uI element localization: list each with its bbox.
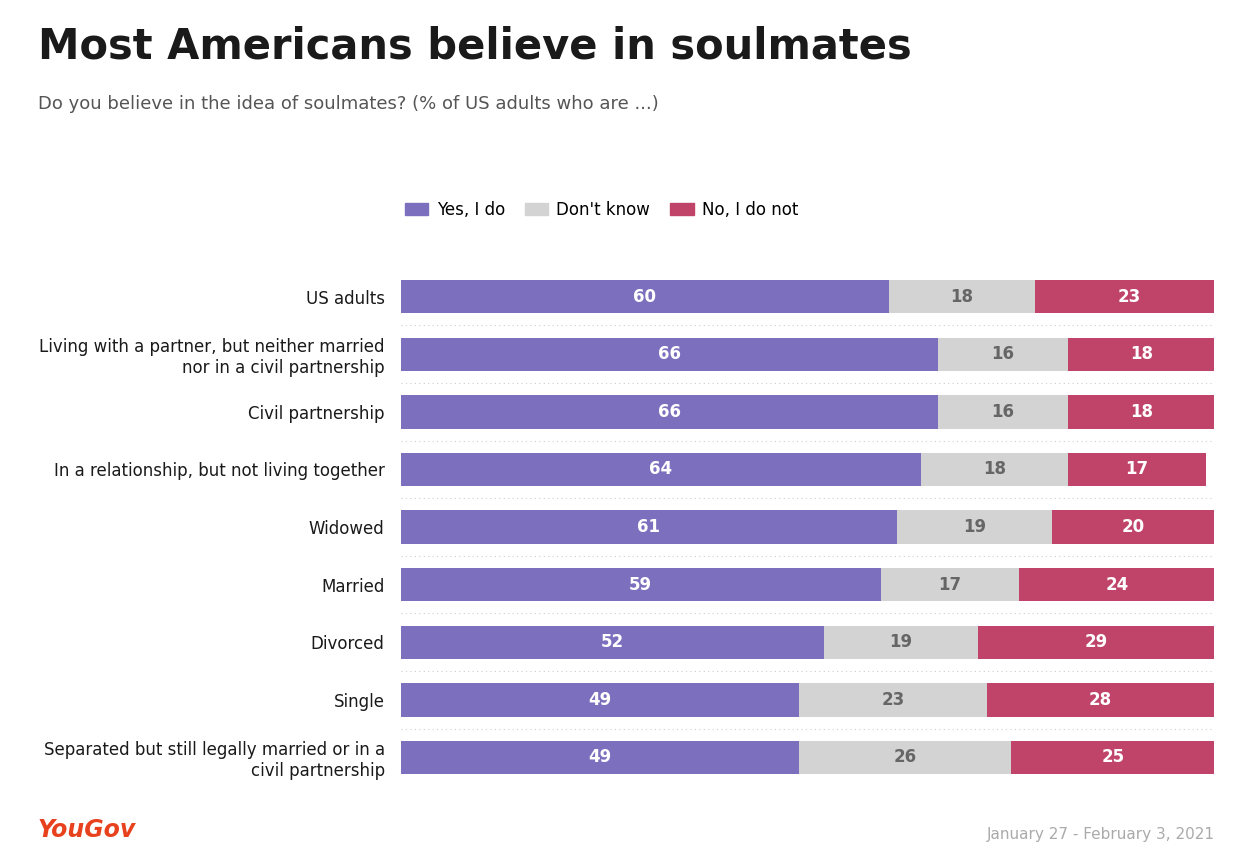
Bar [1012,740,1214,774]
Text: 64: 64 [650,461,672,479]
Text: 23: 23 [1117,288,1141,306]
Bar [799,683,987,716]
Text: Most Americans believe in soulmates: Most Americans believe in soulmates [38,26,911,68]
Text: 59: 59 [630,575,652,594]
Bar [938,395,1068,429]
Bar [938,338,1068,371]
Text: 49: 49 [588,691,612,708]
Text: 49: 49 [588,748,612,766]
Text: 60: 60 [634,288,656,306]
Bar [1035,280,1222,314]
Bar [401,683,799,716]
Text: 18: 18 [1129,346,1153,363]
Text: 17: 17 [1126,461,1148,479]
Text: 28: 28 [1089,691,1112,708]
Bar [401,568,881,601]
Text: 16: 16 [992,403,1014,421]
Bar [824,626,979,659]
Bar [987,683,1214,716]
Bar [401,511,896,543]
Bar [921,453,1068,486]
Text: 26: 26 [894,748,916,766]
Legend: Yes, I do, Don't know, No, I do not: Yes, I do, Don't know, No, I do not [404,200,799,219]
Text: 16: 16 [992,346,1014,363]
Text: 18: 18 [983,461,1007,479]
Text: Do you believe in the idea of soulmates? (% of US adults who are ...): Do you believe in the idea of soulmates?… [38,95,659,113]
Text: 66: 66 [657,346,681,363]
Bar [1052,511,1214,543]
Bar [799,740,1012,774]
Bar [401,338,938,371]
Text: 29: 29 [1084,633,1108,651]
Bar [1068,453,1207,486]
Bar [896,511,1052,543]
Bar [889,280,1035,314]
Text: 18: 18 [950,288,974,306]
Text: 19: 19 [890,633,913,651]
Text: 66: 66 [657,403,681,421]
Bar [979,626,1214,659]
Bar [401,395,938,429]
Text: 17: 17 [939,575,962,594]
Bar [401,453,921,486]
Bar [881,568,1019,601]
Bar [1068,338,1214,371]
Text: 52: 52 [601,633,623,651]
Text: 19: 19 [963,518,985,536]
Text: 20: 20 [1122,518,1144,536]
Bar [401,626,824,659]
Text: 18: 18 [1129,403,1153,421]
Text: YouGov: YouGov [38,818,135,842]
Bar [401,740,799,774]
Text: 25: 25 [1102,748,1124,766]
Bar [1019,568,1214,601]
Text: January 27 - February 3, 2021: January 27 - February 3, 2021 [987,828,1214,842]
Text: 61: 61 [637,518,660,536]
Text: 23: 23 [881,691,905,708]
Bar [401,280,889,314]
Bar [1068,395,1214,429]
Text: 24: 24 [1106,575,1128,594]
